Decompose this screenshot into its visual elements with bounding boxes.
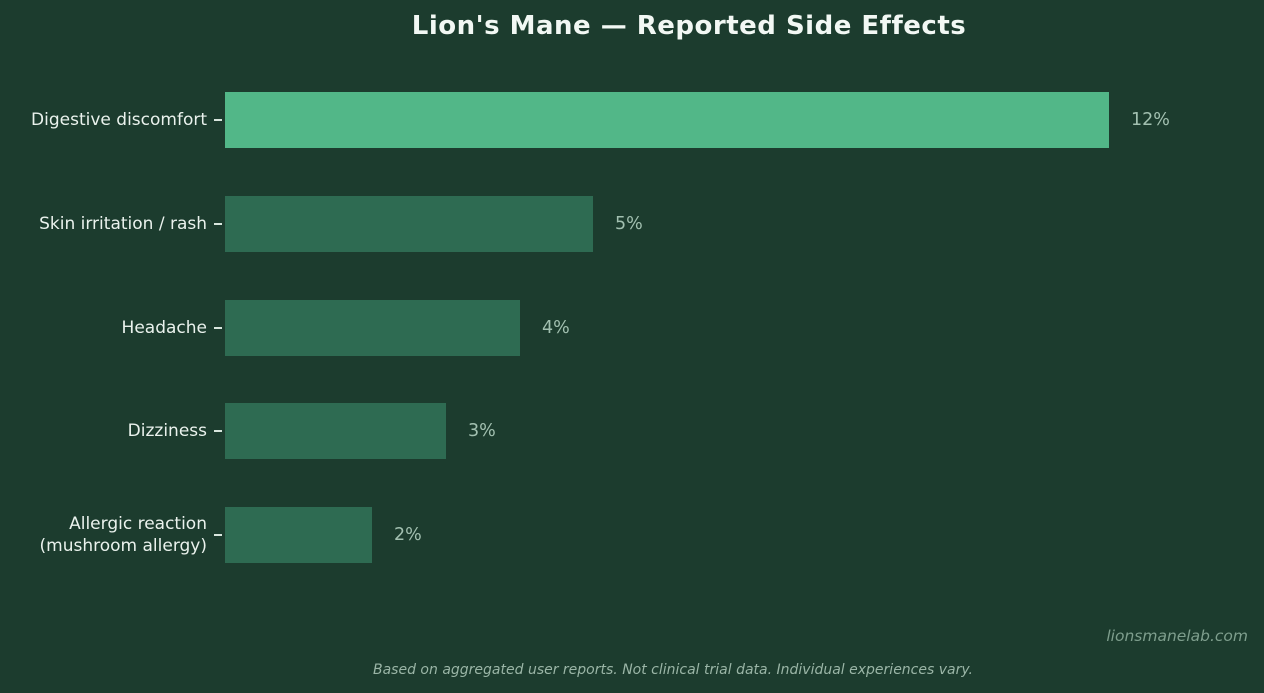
category-label: Skin irritation / rash bbox=[39, 213, 207, 234]
axis-tick-mark bbox=[214, 223, 222, 225]
bar-row: Digestive discomfort 12% bbox=[0, 92, 1264, 148]
category-label: Allergic reaction (mushroom allergy) bbox=[39, 513, 207, 556]
chart-title: Lion's Mane — Reported Side Effects bbox=[411, 11, 967, 41]
value-label: 3% bbox=[468, 421, 496, 441]
bar bbox=[225, 196, 593, 252]
bar bbox=[225, 300, 520, 356]
category-label: Digestive discomfort bbox=[31, 109, 207, 130]
bar bbox=[225, 403, 446, 459]
axis-tick-mark bbox=[214, 430, 222, 432]
axis-tick-mark bbox=[214, 119, 222, 121]
bar-row: Headache 4% bbox=[0, 300, 1264, 356]
bar-row: Skin irritation / rash 5% bbox=[0, 196, 1264, 252]
caption: Based on aggregated user reports. Not cl… bbox=[373, 662, 973, 678]
bar-row: Dizziness 3% bbox=[0, 403, 1264, 459]
axis-tick-mark bbox=[214, 534, 222, 536]
bar-row: Allergic reaction (mushroom allergy) 2% bbox=[0, 507, 1264, 563]
category-label: Dizziness bbox=[127, 420, 207, 441]
watermark: lionsmanelab.com bbox=[1106, 627, 1248, 645]
value-label: 12% bbox=[1131, 110, 1170, 130]
bar bbox=[225, 92, 1109, 148]
bar bbox=[225, 507, 372, 563]
value-label: 4% bbox=[542, 318, 570, 338]
axis-tick-mark bbox=[214, 327, 222, 329]
value-label: 2% bbox=[394, 525, 422, 545]
value-label: 5% bbox=[615, 214, 643, 234]
category-label: Headache bbox=[121, 317, 207, 338]
